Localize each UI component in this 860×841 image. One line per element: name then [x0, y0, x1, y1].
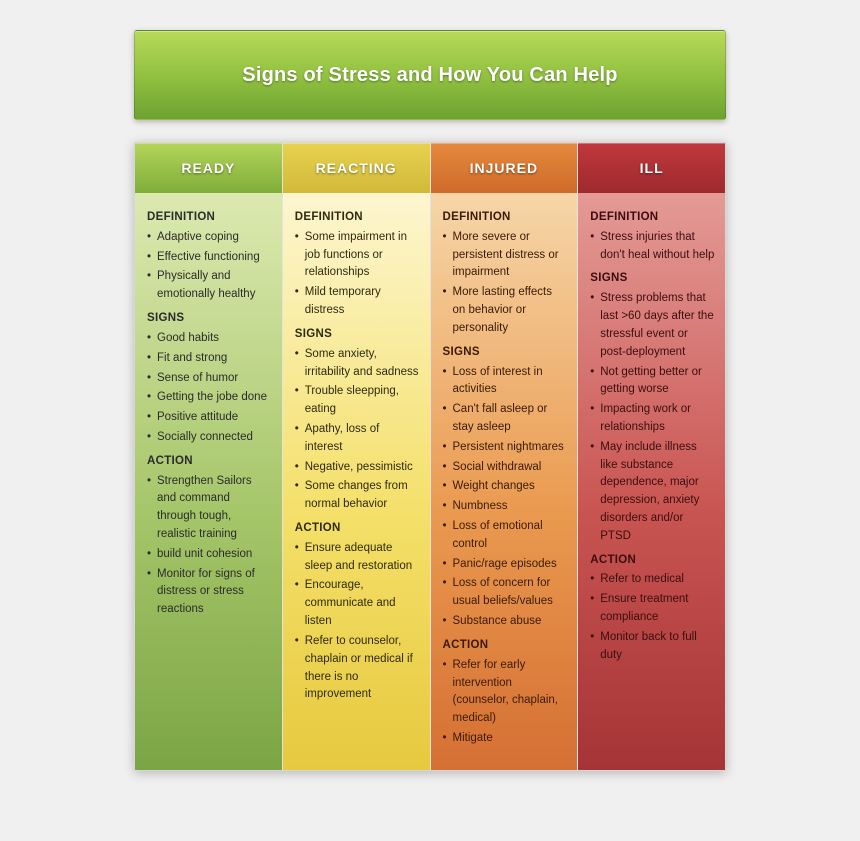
- list-item: Strengthen Sailors and command through t…: [147, 473, 272, 544]
- list-item: Encourage, communicate and listen: [295, 577, 420, 630]
- list-item: Some impairment in job functions or rela…: [295, 229, 420, 282]
- list-item: Stress problems that last >60 days after…: [590, 290, 715, 361]
- list-item: Good habits: [147, 330, 272, 348]
- section-heading-definition: DEFINITION: [295, 209, 420, 227]
- list-item: Adaptive coping: [147, 229, 272, 247]
- list-item: Physically and emotionally healthy: [147, 268, 272, 304]
- list-item: Trouble sleepping, eating: [295, 383, 420, 419]
- page-title: Signs of Stress and How You Can Help: [242, 64, 617, 87]
- column-header-ill: ILL: [578, 143, 725, 193]
- bullet-list-signs: Loss of interest in activitiesCan't fall…: [443, 364, 568, 631]
- section-heading-action: ACTION: [590, 552, 715, 570]
- list-item: Sense of humor: [147, 370, 272, 388]
- list-item: Monitor back to full duty: [590, 629, 715, 665]
- column-header-reacting: REACTING: [283, 143, 430, 193]
- list-item: Some anxiety, irritability and sadness: [295, 346, 420, 382]
- bullet-list-definition: Stress injuries that don't heal without …: [590, 229, 715, 265]
- stress-continuum-grid: READY DEFINITION Adaptive coping Effective …: [134, 142, 726, 771]
- column-ill: ILL DEFINITION Stress injuries that don't …: [577, 143, 725, 770]
- list-item: Numbness: [443, 498, 568, 516]
- list-item: Ensure treatment compliance: [590, 591, 715, 627]
- column-body-ill: DEFINITION Stress injuries that don't hea…: [578, 193, 725, 770]
- list-item: Loss of emotional control: [443, 518, 568, 554]
- bullet-list-definition: Adaptive coping Effective functioningPhys…: [147, 229, 272, 304]
- list-item: Substance abuse: [443, 613, 568, 631]
- section-heading-signs: SIGNS: [147, 310, 272, 328]
- section-heading-action: ACTION: [295, 520, 420, 538]
- section-heading-signs: SIGNS: [443, 344, 568, 362]
- list-item: More severe or persistent distress or im…: [443, 229, 568, 282]
- list-item: Not getting better or getting worse: [590, 364, 715, 400]
- bullet-list-definition: More severe or persistent distress or im…: [443, 229, 568, 338]
- list-item: Negative, pessimistic: [295, 459, 420, 477]
- list-item: Fit and strong: [147, 350, 272, 368]
- list-item: Refer for early intervention (counselor,…: [443, 657, 568, 728]
- list-item: Social withdrawal: [443, 459, 568, 477]
- list-item: Socially connected: [147, 429, 272, 447]
- list-item: Ensure adequate sleep and restoration: [295, 540, 420, 576]
- list-item: Can't fall asleep or stay asleep: [443, 401, 568, 437]
- bullet-list-definition: Some impairment in job functions or rela…: [295, 229, 420, 320]
- bullet-list-signs: Some anxiety, irritability and sadnessTr…: [295, 346, 420, 514]
- section-heading-definition: DEFINITION: [147, 209, 272, 227]
- list-item: Mitigate: [443, 730, 568, 748]
- list-item: Loss of interest in activities: [443, 364, 568, 400]
- list-item: Some changes from normal behavior: [295, 478, 420, 514]
- list-item: Panic/rage episodes: [443, 556, 568, 574]
- section-heading-action: ACTION: [443, 637, 568, 655]
- list-item: Apathy, loss of interest: [295, 421, 420, 457]
- section-heading-definition: DEFINITION: [590, 209, 715, 227]
- list-item: Loss of concern for usual beliefs/values: [443, 575, 568, 611]
- list-item: Refer to counselor, chaplain or medical …: [295, 633, 420, 704]
- column-header-ready: READY: [135, 143, 282, 193]
- title-banner: Signs of Stress and How You Can Help: [134, 30, 726, 120]
- list-item: Refer to medical: [590, 571, 715, 589]
- bullet-list-action: Refer for early intervention (counselor,…: [443, 657, 568, 748]
- list-item: Weight changes: [443, 478, 568, 496]
- bullet-list-action: Strengthen Sailors and command through t…: [147, 473, 272, 620]
- list-item: Monitor for signs of distress or stress …: [147, 566, 272, 619]
- column-body-reacting: DEFINITION Some impairment in job functio…: [283, 193, 430, 770]
- column-header-injured: INJURED: [431, 143, 578, 193]
- list-item: May include illness like substance depen…: [590, 439, 715, 546]
- section-heading-action: ACTION: [147, 453, 272, 471]
- section-heading-signs: SIGNS: [590, 270, 715, 288]
- list-item: Positive attitude: [147, 409, 272, 427]
- bullet-list-signs: Stress problems that last >60 days after…: [590, 290, 715, 545]
- list-item: Stress injuries that don't heal without …: [590, 229, 715, 265]
- list-item: build unit cohesion: [147, 546, 272, 564]
- section-heading-definition: DEFINITION: [443, 209, 568, 227]
- list-item: Mild temporary distress: [295, 284, 420, 320]
- column-injured: INJURED DEFINITION More severe or persiste…: [430, 143, 578, 770]
- section-heading-signs: SIGNS: [295, 326, 420, 344]
- column-body-ready: DEFINITION Adaptive coping Effective funct…: [135, 193, 282, 770]
- list-item: More lasting effects on behavior or pers…: [443, 284, 568, 337]
- column-body-injured: DEFINITION More severe or persistent dist…: [431, 193, 578, 770]
- column-reacting: REACTING DEFINITION Some impairment in job…: [282, 143, 430, 770]
- bullet-list-signs: Good habits Fit and strong Sense of humorG…: [147, 330, 272, 447]
- bullet-list-action: Refer to medical Ensure treatment complia…: [590, 571, 715, 664]
- list-item: Getting the jobe done: [147, 389, 272, 407]
- list-item: Persistent nightmares: [443, 439, 568, 457]
- list-item: Effective functioning: [147, 249, 272, 267]
- column-ready: READY DEFINITION Adaptive coping Effective …: [135, 143, 282, 770]
- bullet-list-action: Ensure adequate sleep and restorationEnc…: [295, 540, 420, 704]
- list-item: Impacting work or relationships: [590, 401, 715, 437]
